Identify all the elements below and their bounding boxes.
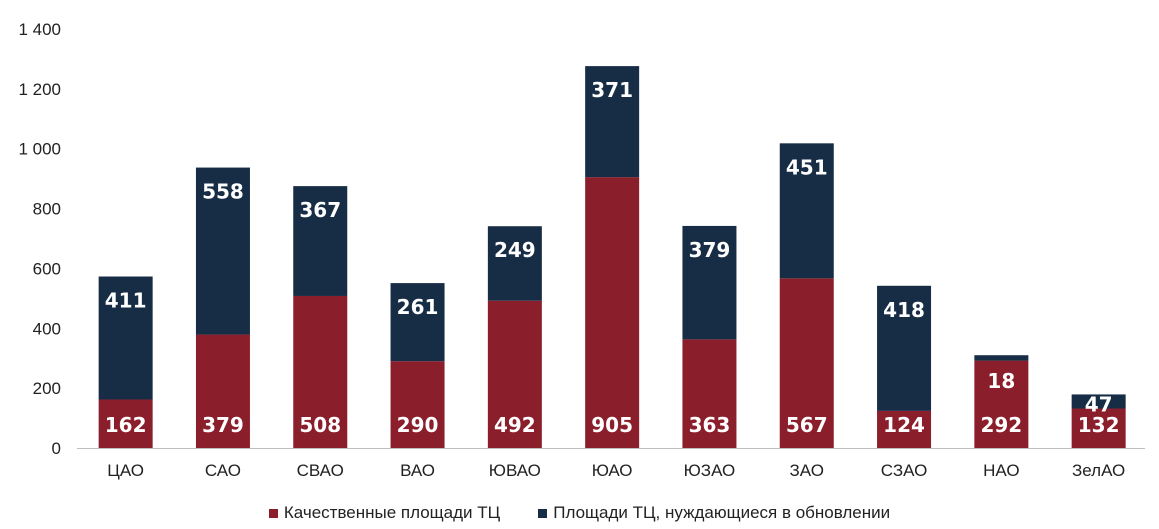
data-label-quality: 292 — [980, 413, 1022, 437]
x-category-label: ЗАО — [790, 461, 824, 480]
x-category-label: САО — [205, 461, 241, 480]
data-label-renovation: 367 — [299, 198, 341, 222]
y-tick-label: 1 400 — [18, 20, 61, 39]
data-label-quality: 379 — [202, 413, 244, 437]
bar-segment-renovation — [779, 143, 834, 279]
bar-segment-quality — [195, 334, 250, 448]
legend-label-quality: Качественные площади ТЦ — [283, 503, 501, 522]
legend-item-quality: Качественные площади ТЦ — [268, 503, 501, 523]
data-label-renovation: 558 — [202, 180, 244, 204]
bar-segment-quality — [877, 410, 932, 448]
bar-segment-quality — [974, 360, 1029, 448]
x-category-label: ЮВАО — [489, 461, 541, 480]
y-tick-label: 200 — [33, 379, 61, 398]
bar-segment-quality — [682, 339, 737, 448]
data-label-quality: 162 — [105, 413, 147, 437]
x-category-label: СЗАО — [881, 461, 928, 480]
y-tick-label: 1 200 — [18, 80, 61, 99]
data-label-renovation: 47 — [1085, 392, 1113, 416]
bar-segment-renovation — [974, 355, 1029, 361]
y-tick-label: 1 000 — [18, 140, 61, 159]
y-tick-label: 400 — [33, 319, 61, 338]
bar-segment-quality — [98, 399, 153, 448]
data-label-quality: 905 — [591, 413, 633, 437]
y-tick-label: 600 — [33, 259, 61, 278]
data-label-quality: 508 — [299, 413, 341, 437]
bar-segment-renovation — [682, 225, 737, 340]
bar-segment-renovation — [877, 285, 932, 411]
x-category-label: ЦАО — [107, 461, 144, 480]
bar-segment-quality — [1071, 408, 1126, 448]
data-label-renovation: 418 — [883, 298, 925, 322]
bar-segment-renovation — [585, 66, 640, 178]
data-label-quality: 567 — [786, 413, 828, 437]
x-category-label: ЗелАО — [1072, 461, 1125, 480]
legend-swatch-quality — [268, 508, 278, 518]
x-category-label: СВАО — [297, 461, 344, 480]
bar-segment-quality — [293, 295, 348, 448]
data-label-renovation: 411 — [105, 289, 147, 313]
bar-segment-renovation — [487, 226, 542, 301]
data-label-renovation: 379 — [689, 238, 731, 262]
data-label-renovation: 451 — [786, 155, 828, 179]
bar-segment-renovation — [195, 167, 250, 335]
bar-segment-quality — [585, 177, 640, 448]
legend-label-renovation: Площади ТЦ, нуждающиеся в обновлении — [553, 503, 891, 522]
bar-segment-quality — [487, 300, 542, 448]
bar-segment-quality — [390, 361, 445, 448]
bar-segment-renovation — [390, 283, 445, 362]
data-label-renovation: 249 — [494, 238, 536, 262]
bar-segment-renovation — [293, 186, 348, 296]
bar-segment-renovation — [98, 276, 153, 400]
data-label-quality: 124 — [883, 413, 925, 437]
data-label-renovation: 371 — [591, 78, 633, 102]
x-category-label: НАО — [983, 461, 1019, 480]
bar-segment-renovation — [1071, 394, 1126, 409]
y-tick-label: 800 — [33, 200, 61, 219]
data-label-quality: 363 — [689, 413, 731, 437]
x-category-label: ЮЗАО — [684, 461, 736, 480]
data-label-renovation: 18 — [987, 369, 1015, 393]
y-tick-label: 0 — [52, 439, 61, 458]
chart-legend: Качественные площади ТЦ Площади ТЦ, нужд… — [0, 500, 1159, 526]
data-label-quality: 132 — [1078, 413, 1120, 437]
stacked-bar-chart: 0 200 400 600 800 1 000 1 200 1 400 162 411 ЦАО 379… — [18, 20, 1145, 480]
data-label-quality: 290 — [397, 413, 439, 437]
x-category-label: ВАО — [400, 461, 435, 480]
data-label-renovation: 261 — [397, 295, 439, 319]
legend-item-renovation: Площади ТЦ, нуждающиеся в обновлении — [538, 503, 890, 523]
data-label-quality: 492 — [494, 413, 536, 437]
x-category-label: ЮАО — [592, 461, 633, 480]
legend-swatch-renovation — [538, 508, 548, 518]
bar-segment-quality — [779, 278, 834, 448]
